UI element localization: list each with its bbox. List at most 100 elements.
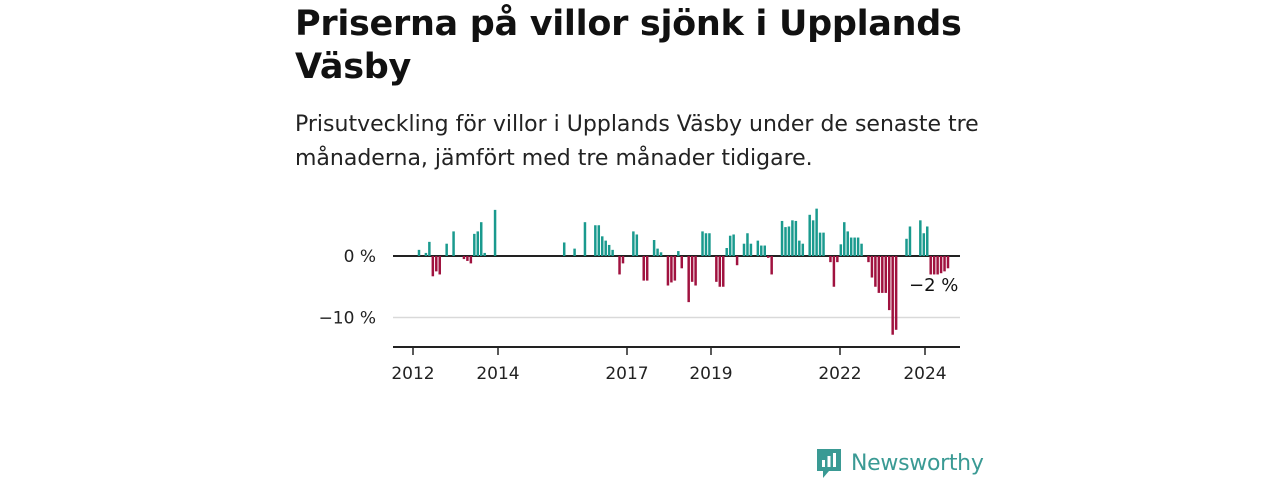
bar-negative <box>735 256 739 266</box>
bar-positive <box>601 236 604 256</box>
bar-negative <box>438 256 441 275</box>
bar-negative <box>694 256 697 286</box>
bar-positive <box>811 220 815 256</box>
bar-positive <box>784 227 787 256</box>
bar-positive <box>760 245 763 256</box>
bar-negative <box>435 256 438 272</box>
grid-layer <box>393 255 960 319</box>
x-tick-label: 2017 <box>605 364 648 384</box>
bar-negative <box>891 256 894 335</box>
bar-positive <box>417 249 421 256</box>
chart-card: Priserna på villor sjönk i Upplands Väsb… <box>295 0 985 176</box>
bar-negative <box>690 256 694 282</box>
bar-positive <box>594 225 597 256</box>
bar-positive <box>794 220 798 256</box>
bar-positive <box>493 209 497 256</box>
bar-negative <box>621 256 625 264</box>
chart-title: Priserna på villor sjönk i Upplands Väsb… <box>295 4 962 87</box>
bar-positive <box>583 222 587 256</box>
bar-positive <box>908 226 912 256</box>
bar-negative <box>642 256 645 281</box>
bar-negative <box>836 256 839 263</box>
y-tick-label: −10 % <box>319 309 376 329</box>
bar-positive <box>704 233 708 256</box>
bar-negative <box>939 256 943 274</box>
bar-positive <box>822 232 825 256</box>
bar-positive <box>926 226 929 256</box>
bar-negative <box>884 256 888 293</box>
bar-negative <box>881 256 884 293</box>
bar-negative <box>770 256 773 275</box>
bar-negative <box>718 256 722 287</box>
bar-positive <box>756 240 760 256</box>
bar-positive <box>659 252 663 256</box>
bar-positive <box>746 233 749 256</box>
bar-positive <box>853 237 856 256</box>
bar-positive <box>780 220 784 256</box>
bar-positive <box>787 226 791 256</box>
bar-positive <box>611 249 614 256</box>
bar-positive <box>846 231 849 256</box>
bar-positive <box>573 248 576 256</box>
bar-negative <box>929 256 932 275</box>
bar-positive <box>732 234 735 256</box>
bar-positive <box>424 252 428 256</box>
bar-positive <box>476 231 480 256</box>
bar-positive <box>763 245 766 256</box>
bar-negative <box>936 256 939 275</box>
bar-positive <box>922 233 926 256</box>
bar-positive <box>742 243 746 256</box>
axis-layer: 0 % −10 % 2012 2014 2017 2019 2022 2024 <box>319 247 960 384</box>
bar-positive <box>856 237 860 256</box>
bar-negative <box>946 256 950 269</box>
bar-positive <box>656 248 659 256</box>
bar-positive <box>808 214 811 256</box>
bar-positive <box>445 243 448 256</box>
bar-positive <box>728 235 732 256</box>
bar-negative <box>932 256 936 275</box>
bar-negative <box>687 256 690 303</box>
bar-positive <box>791 220 794 256</box>
bar-negative <box>680 256 684 269</box>
x-tick-label: 2014 <box>476 364 519 384</box>
bar-positive <box>798 240 801 256</box>
bars-layer <box>417 208 950 335</box>
bar-positive <box>801 243 805 256</box>
bar-positive <box>635 234 639 256</box>
bar-positive <box>452 231 455 256</box>
bar-positive <box>839 244 843 256</box>
bar-positive <box>562 242 566 256</box>
bar-positive <box>818 232 822 256</box>
brand-name: Newsworthy <box>851 450 984 476</box>
bar-negative <box>469 256 473 264</box>
bar-negative <box>670 256 673 283</box>
y-tick-label: 0 % <box>344 247 376 267</box>
bar-positive <box>843 222 846 256</box>
bar-negative <box>874 256 877 287</box>
bar-negative <box>618 256 621 275</box>
bar-positive <box>905 238 908 256</box>
x-tick-label: 2012 <box>391 364 434 384</box>
last-value-label: −2 % <box>909 275 958 296</box>
bar-positive <box>725 248 728 256</box>
bar-positive <box>749 243 753 256</box>
bar-positive <box>919 220 922 256</box>
bar-negative <box>867 256 870 263</box>
bar-positive <box>632 231 635 256</box>
bar-negative <box>673 256 677 281</box>
bar-negative <box>943 256 946 272</box>
bar-positive <box>701 231 704 256</box>
bar-negative <box>431 256 435 277</box>
newsworthy-logo: Newsworthy <box>815 446 984 480</box>
bar-negative <box>645 256 649 281</box>
bar-negative <box>887 256 891 311</box>
bar-negative <box>894 256 898 330</box>
x-tick-label: 2024 <box>903 364 946 384</box>
bar-positive <box>428 241 431 256</box>
bar-positive <box>815 208 818 256</box>
bar-positive <box>708 233 711 256</box>
bar-positive <box>483 252 486 256</box>
x-tick-label: 2022 <box>818 364 861 384</box>
x-tick-label: 2019 <box>689 364 732 384</box>
